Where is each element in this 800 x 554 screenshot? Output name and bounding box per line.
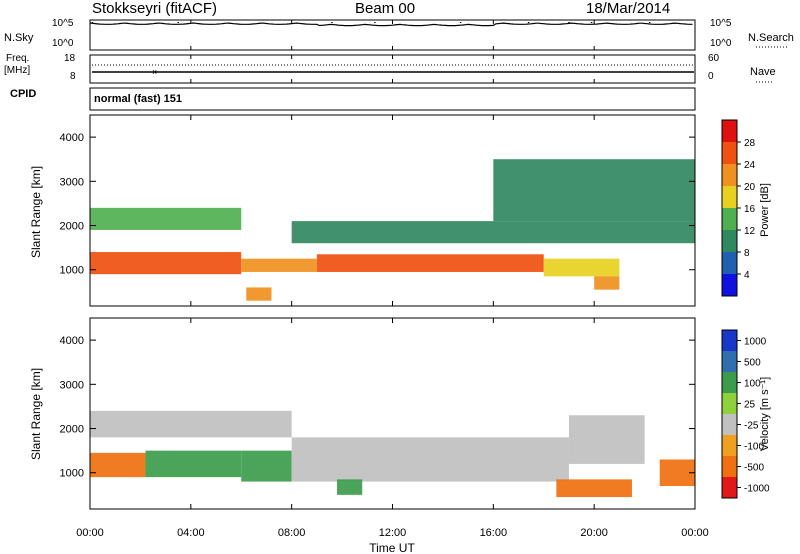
power-cbar-swatch-7 [722,120,737,142]
x-tick-label-1: 04:00 [177,527,205,539]
power-cbar-tick-label-0: 4 [744,270,750,281]
power-cbar-tick-label-6: 28 [744,138,756,149]
velocity-cbar-tick-label-6: -500 [744,463,764,474]
nsky-tick-bottom-left: 10^0 [52,38,74,49]
freq-label-line2: [MHz] [4,65,31,76]
power-ytick-label-0: 1000 [60,265,84,277]
beam-title: Beam 00 [355,0,416,17]
nsky-tick-top-left: 10^5 [52,18,74,29]
power-ytick-label-2: 3000 [60,176,84,188]
power-band-5 [291,221,695,244]
power-cbar-swatch-3 [722,208,737,230]
power-band-2 [316,254,544,272]
x-tick-label-2: 08:00 [278,527,306,539]
power-cbar-swatch-4 [722,186,737,208]
velocity-cbar-swatch-3 [722,393,737,414]
power-cbar-swatch-5 [722,164,737,186]
station-title: Stokkseyri (fitACF) [92,0,218,17]
power-ytick-label-3: 4000 [60,132,84,144]
power-cbar-swatch-6 [722,142,737,164]
velocity-ytick-label-3: 4000 [60,335,84,347]
freq-tick-top-left: 18 [64,53,76,64]
x-tick-label-5: 20:00 [580,527,608,539]
power-cbar-tick-label-4: 20 [744,182,756,193]
velocity-cbar-swatch-1 [722,351,737,372]
power-band-7 [246,287,272,301]
cpid-value: normal (fast) 151 [94,93,183,105]
velocity-ytick-label-1: 2000 [60,424,84,436]
velocity-band-5 [568,415,645,464]
x-tick-label-3: 12:00 [379,527,407,539]
power-ytick-label-1: 2000 [60,221,84,233]
velocity-cbar-tick-label-3: 25 [744,400,756,411]
velocity-cbar-swatch-4 [722,414,737,435]
velocity-band-1 [145,450,242,478]
power-cbar-tick-label-5: 24 [744,160,756,171]
power-band-8 [594,276,620,290]
velocity-cbar-swatch-0 [722,330,737,351]
velocity-ylabel: Slant Range [km] [29,368,43,460]
cpid-label: CPID [10,88,37,100]
velocity-cbar-swatch-2 [722,372,737,393]
velocity-band-4 [90,410,292,438]
power-cbar-swatch-1 [722,252,737,274]
power-cbar-tick-label-1: 8 [744,248,750,259]
velocity-band-3 [291,437,569,482]
power-band-6 [493,159,695,222]
cpid-panel [89,87,696,111]
power-band-3 [543,258,620,277]
nsky-trace [89,22,693,27]
velocity-cbar-tick-label-5: -100 [744,442,764,453]
velocity-ytick-label-0: 1000 [60,468,84,480]
power-cbar-tick-label-3: 16 [744,204,756,215]
velocity-band-6 [556,479,632,498]
nave-label: Nave [750,66,776,78]
velocity-cbar-tick-label-7: -1000 [744,484,770,495]
velocity-colorbar-label: Velocity [m s⁻¹] [759,377,771,451]
velocity-cbar-tick-label-2: 100 [744,379,761,390]
power-colorbar-label: Power [dB] [759,183,771,237]
freq-panel [89,54,696,84]
power-ylabel: Slant Range [km] [29,166,43,258]
power-cbar-tick-label-2: 12 [744,226,756,237]
nave-tick-top-right: 60 [708,53,720,64]
nsearch-tick-top-right: 10^5 [710,18,732,29]
velocity-cbar-swatch-7 [722,477,737,498]
velocity-ytick-label-2: 3000 [60,379,84,391]
velocity-band-2 [241,450,292,482]
nsearch-label: N.Search [748,32,794,44]
power-cbar-swatch-0 [722,274,737,296]
x-tick-label-0: 00:00 [76,527,104,539]
nave-tick-bottom-right: 0 [708,71,714,82]
velocity-cbar-tick-label-0: 1000 [744,337,767,348]
x-axis-title: Time UT [369,541,415,554]
velocity-band-0 [90,452,146,478]
nsearch-tick-bottom-right: 10^0 [710,38,732,49]
velocity-band-7 [337,479,363,495]
velocity-cbar-tick-label-4: -25 [744,421,759,432]
nsky-label: N.Sky [4,32,34,44]
x-tick-label-6: 00:00 [681,527,709,539]
velocity-cbar-tick-label-1: 500 [744,358,761,369]
velocity-cbar-frame [721,329,738,499]
velocity-cbar-swatch-5 [722,435,737,456]
power-band-1 [241,258,317,272]
date-title: 18/Mar/2014 [586,0,671,17]
power-band-4 [90,207,242,230]
freq-marker: × [152,67,157,77]
power-band-0 [90,252,242,275]
power-cbar-swatch-2 [722,230,737,252]
velocity-cbar-swatch-6 [722,456,737,477]
freq-label-line1: Freq. [6,53,30,64]
x-tick-label-4: 16:00 [480,527,508,539]
freq-tick-bottom-left: 8 [70,71,76,82]
